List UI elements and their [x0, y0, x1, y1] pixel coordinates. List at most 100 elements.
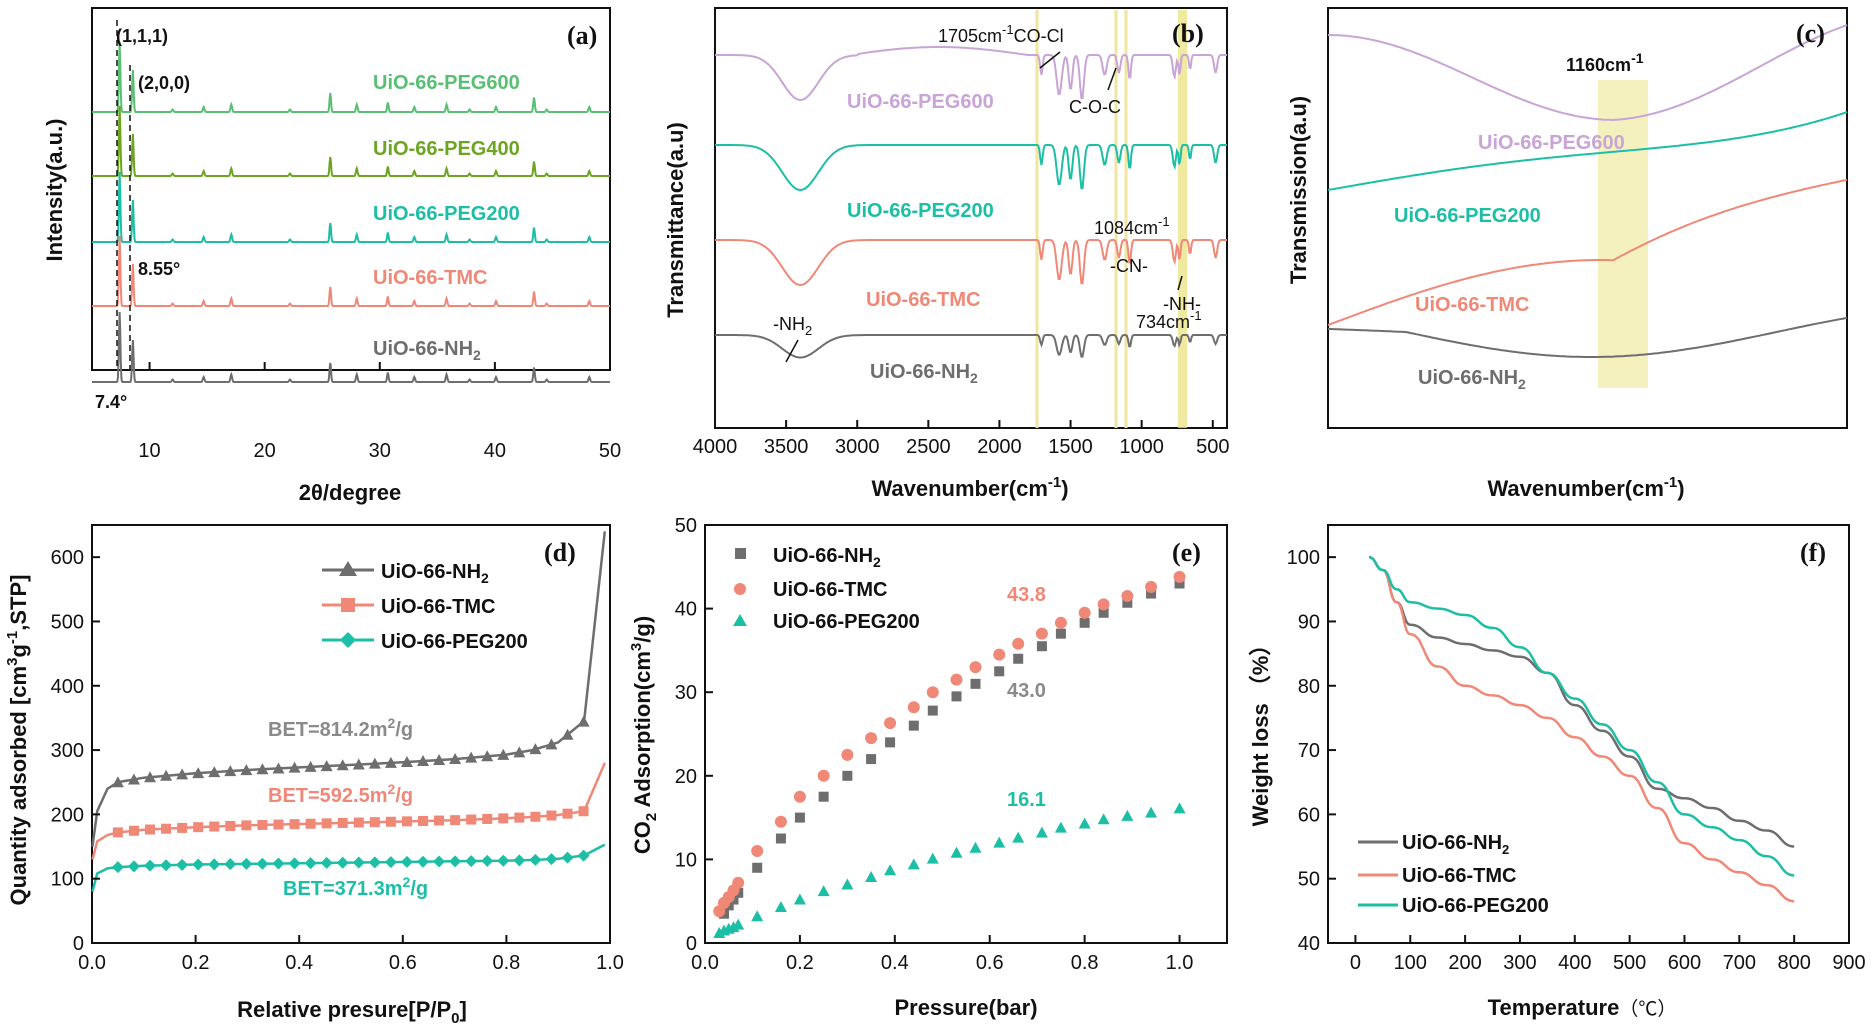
panel-e-point: [970, 678, 981, 689]
panel-d-xlabel: Relative presure[P/P0]: [237, 997, 467, 1025]
panel-b-annot-1084: 1084cm-1: [1094, 214, 1170, 238]
panel-e-point: [907, 701, 920, 714]
panel-d-ytick-label: 400: [51, 676, 84, 698]
panel-a-label-74: 7.4°: [95, 392, 127, 412]
panel-e-point: [841, 748, 854, 761]
panel-d-ytick-label: 500: [51, 611, 84, 633]
panel-b-trace: [715, 46, 1227, 102]
panel-d-point: [272, 857, 285, 870]
panel-d-xtick-label: 0.6: [389, 952, 417, 974]
panel-a-frame: [91, 7, 611, 371]
panel-d-point: [577, 715, 590, 727]
panel-a-xtick-label: 10: [138, 440, 160, 462]
panel-e-plot: [713, 570, 1186, 938]
panel-d-point: [240, 857, 253, 870]
panel-e-ytick-label: 40: [675, 599, 697, 621]
panel-d-point: [160, 859, 173, 872]
panel-e-ylabel: CO2 Adsorption(cm3/g): [628, 616, 660, 854]
panel-e-point: [865, 732, 878, 745]
panel-d-point: [352, 856, 365, 869]
panel-e-axes: 0.0 0.2 0.4 0.6 0.8 1.0 0 10 20 30 40 50: [675, 515, 1194, 974]
panel-e-point: [1012, 637, 1025, 650]
panel-c-series-peg200: UiO-66-PEG200: [1394, 205, 1541, 227]
panel-d-point: [240, 764, 253, 776]
panel-e-point: [908, 720, 919, 731]
panel-d-point: [304, 857, 317, 870]
panel-b-arrow-1705: [1039, 51, 1061, 69]
panel-d-legend-marker-tmc: [341, 598, 355, 612]
panel-d-bet-tmc: BET=592.5m2/g: [268, 781, 413, 807]
panel-c-series-peg600: UiO-66-PEG600: [1478, 132, 1625, 154]
panel-e-point: [927, 705, 938, 716]
panel-e-xtick-label: 0.6: [976, 952, 1004, 974]
panel-e-point: [752, 862, 763, 873]
panel-d-point: [241, 820, 252, 831]
panel-d-legend-marker-nh2: [339, 561, 357, 576]
panel-d-point: [336, 759, 349, 771]
panel-d-ytick-label: 0: [73, 933, 84, 955]
panel-d-point: [289, 819, 300, 830]
panel-e-point: [1121, 809, 1134, 821]
panel-b-trace: [715, 143, 1227, 192]
panel-a-series-tmc: UiO-66-TMC: [373, 267, 487, 289]
panel-e-point: [1055, 628, 1066, 639]
panel-a-xtick-label: 50: [599, 440, 621, 462]
panel-f-xtick-label: 500: [1613, 952, 1646, 974]
panel-d-point: [497, 748, 510, 760]
panel-d-point: [578, 806, 589, 817]
panel-e-point: [1036, 641, 1047, 652]
panel-d-point: [144, 859, 157, 872]
panel-a-series-nh2: UiO-66-NH2: [373, 338, 481, 363]
panel-e-point: [1079, 617, 1090, 628]
panel-e-point: [994, 666, 1005, 677]
panel-d-point: [401, 816, 412, 827]
panel-e-frame: [704, 524, 1228, 944]
panel-d: 0.0 0.2 0.4 0.6 0.8 1.0 0 100 200 300 400 500 600 Ui…: [4, 524, 624, 1025]
panel-e-point: [817, 769, 830, 782]
panel-b-arrow-nh: [1177, 275, 1183, 291]
panel-f: 0 100 200 300 400 500 600 700 800 900 40 50 60 70 80 90…: [1248, 524, 1866, 1020]
panel-d-ylabel: Quantity adsorbed [cm3g-1,STP]: [4, 575, 31, 906]
panel-e-point: [950, 846, 963, 858]
panel-b-highlight-734: [1178, 10, 1187, 428]
panel-d-point: [418, 815, 429, 826]
panel-d-point: [224, 858, 237, 871]
panel-a-xaxis: 10 20 30 40 50: [138, 362, 621, 462]
panel-f-xtick-label: 200: [1448, 952, 1481, 974]
panel-e-xtick-label: 0.8: [1071, 952, 1099, 974]
panel-f-series-line: [1368, 555, 1795, 848]
panel-d-point: [176, 858, 189, 871]
panel-e-legend-marker-tmc: [734, 583, 746, 595]
panel-d-point: [320, 760, 333, 772]
panel-f-frame: [1327, 524, 1850, 944]
panel-b-frame: [714, 7, 1228, 429]
panel-b-annot-cn: -CN-: [1110, 256, 1148, 276]
panel-c-ylabel: Transmission(a.u): [1286, 96, 1311, 284]
panel-d-point: [128, 825, 139, 836]
panel-d-point: [562, 808, 573, 819]
panel-b-xlabel: Wavenumber(cm-1): [871, 474, 1068, 501]
panel-e-ytick-label: 20: [675, 766, 697, 788]
panel-b-xtick-label: 3000: [835, 436, 880, 458]
panel-e-point: [865, 870, 878, 882]
panel-d-frame: [91, 524, 611, 944]
panel-d-point: [384, 756, 397, 768]
panel-e-point: [926, 852, 939, 864]
panel-e-point: [1054, 821, 1067, 833]
panel-e-point: [751, 845, 764, 858]
panel-c-xlabel: Wavenumber(cm-1): [1487, 474, 1684, 501]
panel-d-point: [127, 773, 140, 785]
panel-d-point: [256, 763, 269, 775]
panel-c-highlight: [1598, 80, 1648, 388]
panel-b-xtick-label: 2500: [906, 436, 951, 458]
panel-e-point: [1145, 580, 1158, 593]
panel-a-series-peg200: UiO-66-PEG200: [373, 203, 520, 225]
panel-f-series-line: [1368, 555, 1795, 877]
panel-d-legend: UiO-66-NH2 UiO-66-TMC UiO-66-PEG200: [322, 561, 528, 653]
panel-e-point: [1173, 570, 1186, 583]
panel-d-point: [450, 815, 461, 826]
panel-d-point: [498, 813, 509, 824]
panel-f-xtick-label: 900: [1832, 952, 1865, 974]
panel-b: 1705cm-1CO-Cl C-O-C 1084cm-1 -CN- -NH- 7…: [663, 7, 1229, 501]
